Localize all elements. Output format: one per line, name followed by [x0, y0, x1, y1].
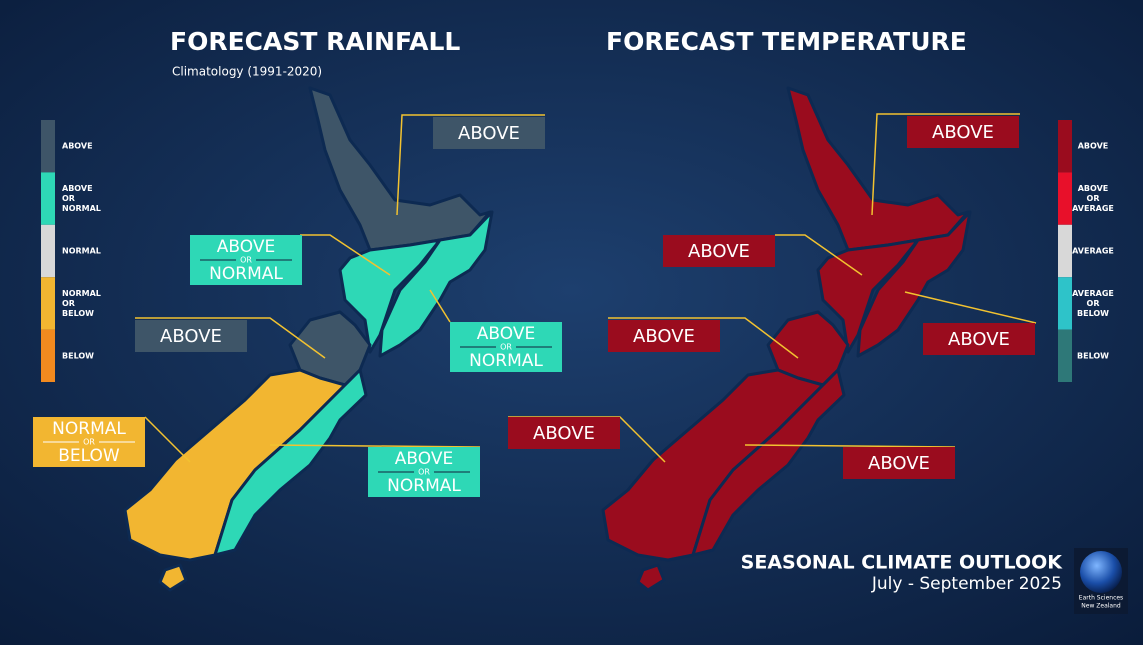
region-label: ABOVE	[533, 423, 595, 444]
leader-line	[300, 234, 391, 276]
leader-line	[396, 114, 545, 216]
leader-line	[135, 317, 326, 359]
region-label: ABOVE	[458, 123, 520, 144]
legend-label: ABOVE	[62, 184, 93, 193]
legend-label: BELOW	[1077, 351, 1109, 360]
leader-line	[904, 291, 1037, 324]
legend-swatch	[1058, 329, 1072, 382]
leader-line	[871, 113, 1020, 216]
leader-line	[429, 289, 451, 323]
outlook-title: SEASONAL CLIMATE OUTLOOK	[741, 552, 1064, 574]
label-box	[135, 320, 247, 352]
outlook-period: July - September 2025	[871, 574, 1062, 594]
legend-label: ABOVE	[1078, 184, 1109, 193]
region-label: ABOVE	[868, 453, 930, 474]
maps: ABOVEABOVEORNORMALNORMALNORMALORBELOWBEL…	[33, 86, 1114, 592]
region	[636, 563, 666, 592]
temperature-map: ABOVEABOVEORAVERAGEAVERAGEAVERAGEORBELOW…	[508, 86, 1114, 592]
legend-label: AVERAGE	[1072, 204, 1114, 213]
region-label: ABOVE	[948, 329, 1010, 350]
region	[378, 210, 494, 358]
legend-label: NORMAL	[62, 289, 101, 298]
legend-label: AVERAGE	[1072, 289, 1114, 298]
region-label: ABOVE	[160, 326, 222, 347]
legend-label: OR	[62, 194, 75, 203]
rainfall-title: FORECAST RAINFALL	[170, 27, 460, 56]
region-label: OR	[240, 256, 252, 265]
region-label: ABOVE	[932, 122, 994, 143]
label-box	[663, 235, 775, 267]
legend-swatch	[41, 277, 55, 330]
rainfall-map: ABOVEABOVEORNORMALNORMALNORMALORBELOWBEL…	[33, 86, 562, 592]
region	[338, 238, 442, 354]
legend-swatch	[41, 329, 55, 382]
label-box	[843, 447, 955, 479]
region-label: ABOVE	[633, 326, 695, 347]
legend-label: OR	[1087, 299, 1100, 308]
leader-line	[269, 444, 481, 448]
region	[856, 210, 972, 358]
legend-label: BELOW	[1077, 309, 1109, 318]
label-box	[508, 417, 620, 449]
region-label: ABOVE	[688, 241, 750, 262]
leader-line	[744, 444, 956, 448]
label-box	[608, 320, 720, 352]
legend-swatch	[1058, 120, 1072, 173]
logo-text: New Zealand	[1081, 603, 1121, 610]
region-label: NORMAL	[387, 476, 461, 496]
legend-swatch	[1058, 172, 1072, 225]
region-label: OR	[418, 468, 430, 477]
legend-swatch	[41, 172, 55, 225]
legend-swatch	[41, 120, 55, 173]
label-box	[433, 117, 545, 149]
region	[816, 238, 920, 354]
legend-label: ABOVE	[62, 142, 93, 151]
region-label: NORMAL	[469, 351, 543, 371]
label-box	[923, 323, 1035, 355]
region-label: BELOW	[58, 446, 120, 466]
legend-label: ABOVE	[1078, 142, 1109, 151]
rainfall-subtitle: Climatology (1991-2020)	[172, 65, 322, 79]
legend-swatch	[41, 224, 55, 278]
region-label: OR	[83, 438, 95, 447]
leader-line	[775, 234, 863, 276]
region-label: ABOVE	[217, 237, 275, 257]
legend-label: AVERAGE	[1072, 247, 1114, 256]
legend-label: OR	[62, 299, 75, 308]
legend-label: BELOW	[62, 309, 94, 318]
leader-line	[144, 416, 191, 463]
legend-label: NORMAL	[62, 204, 101, 213]
region	[213, 368, 368, 557]
region-label: ABOVE	[395, 449, 453, 469]
region-label: OR	[500, 343, 512, 352]
leader-line	[608, 317, 799, 359]
legend-label: BELOW	[62, 351, 94, 360]
region-label: NORMAL	[209, 264, 283, 284]
region	[691, 368, 846, 557]
logo-text: Earth Sciences	[1079, 595, 1123, 602]
region	[158, 563, 188, 592]
temperature-title: FORECAST TEMPERATURE	[606, 27, 967, 56]
legend-swatch	[1058, 224, 1072, 278]
region-label: ABOVE	[477, 324, 535, 344]
legend-label: NORMAL	[62, 247, 101, 256]
label-box	[907, 116, 1019, 148]
legend-swatch	[1058, 277, 1072, 330]
logo-globe	[1080, 551, 1122, 593]
legend-label: OR	[1087, 194, 1100, 203]
region-label: NORMAL	[52, 419, 126, 439]
